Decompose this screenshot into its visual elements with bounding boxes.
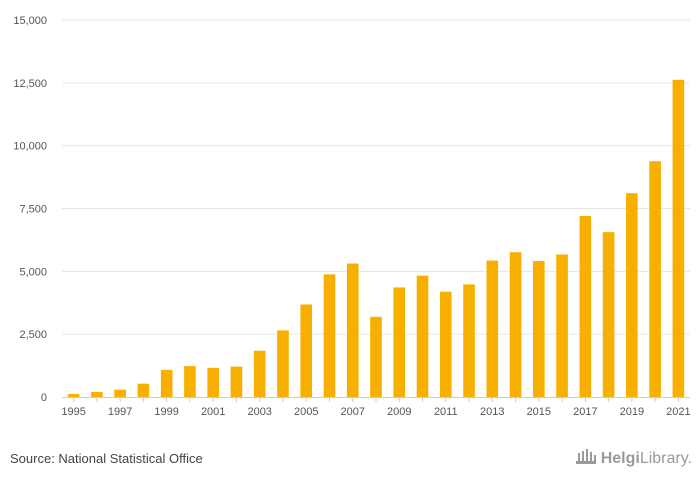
y-tick-label: 0	[41, 392, 47, 404]
bar-2001	[207, 367, 219, 397]
bar-2015	[533, 261, 545, 397]
bar-2009	[393, 287, 406, 397]
bar-2003	[253, 350, 266, 397]
x-tick-label: 2017	[573, 406, 597, 418]
bar-2000	[184, 366, 196, 397]
x-tick-label: 2003	[247, 406, 271, 418]
bar-1996	[91, 391, 103, 397]
x-tick-label: 2007	[340, 406, 364, 418]
y-tick-label: 15,000	[13, 15, 47, 27]
chart-area: 0 2,500 5,000 7,500 10,000 12,500 15,000 1995 19…	[13, 15, 690, 418]
bar-1999	[160, 369, 173, 397]
bar-2020	[649, 161, 661, 397]
library-building-icon	[574, 446, 598, 471]
y-tick-label: 2,500	[19, 329, 47, 341]
x-tick-label: 2011	[434, 406, 458, 418]
y-tick-label: 10,000	[13, 141, 47, 153]
bar-2012	[463, 284, 475, 397]
bar-1998	[137, 383, 150, 397]
bar-2018	[602, 232, 615, 397]
bar-2013	[486, 260, 499, 397]
x-tick-label: 2013	[480, 406, 504, 418]
bar-2017	[579, 216, 592, 397]
y-tick-label: 7,500	[19, 204, 47, 216]
logo-dot: .	[687, 449, 692, 467]
bar-2021	[672, 79, 685, 398]
logo-text: HelgiLibrary.	[601, 450, 692, 468]
bar-2014	[509, 252, 522, 397]
bar-2010	[416, 275, 429, 397]
x-tick-label: 2005	[294, 406, 318, 418]
y-tick-label: 5,000	[19, 266, 47, 278]
x-tick-label: 2015	[527, 406, 551, 418]
bar-2016	[556, 254, 568, 397]
bar-2007	[346, 263, 359, 397]
source-note: Source: National Statistical Office	[10, 451, 203, 466]
x-tick-label: 2019	[620, 406, 644, 418]
logo-suffix: Library	[639, 449, 688, 467]
logo-prefix: Helgi	[600, 449, 640, 467]
bar-2019	[626, 193, 638, 397]
bar-chart: 0 2,500 5,000 7,500 10,000 12,500 15,000 1995 19…	[13, 15, 690, 418]
bar-2004	[277, 330, 289, 397]
bar-2008	[370, 316, 382, 397]
y-tick-label: 12,500	[13, 78, 47, 90]
bar-1995	[67, 393, 80, 397]
helgi-library-logo[interactable]: HelgiLibrary.	[574, 446, 692, 471]
x-tick-label: 2001	[201, 406, 225, 418]
bar-2011	[439, 291, 452, 397]
footer: Source: National Statistical Office Helg…	[0, 440, 700, 483]
x-tick-label: 1999	[154, 406, 178, 418]
x-tick-label: 2009	[387, 406, 411, 418]
x-tick-label: 1997	[108, 406, 132, 418]
bar-2005	[300, 304, 313, 397]
bar-1997	[114, 389, 126, 397]
bar-2006	[323, 274, 336, 397]
x-tick-label: 1995	[61, 406, 85, 418]
x-tick-label: 2021	[666, 406, 690, 418]
bar-2002	[230, 366, 243, 397]
